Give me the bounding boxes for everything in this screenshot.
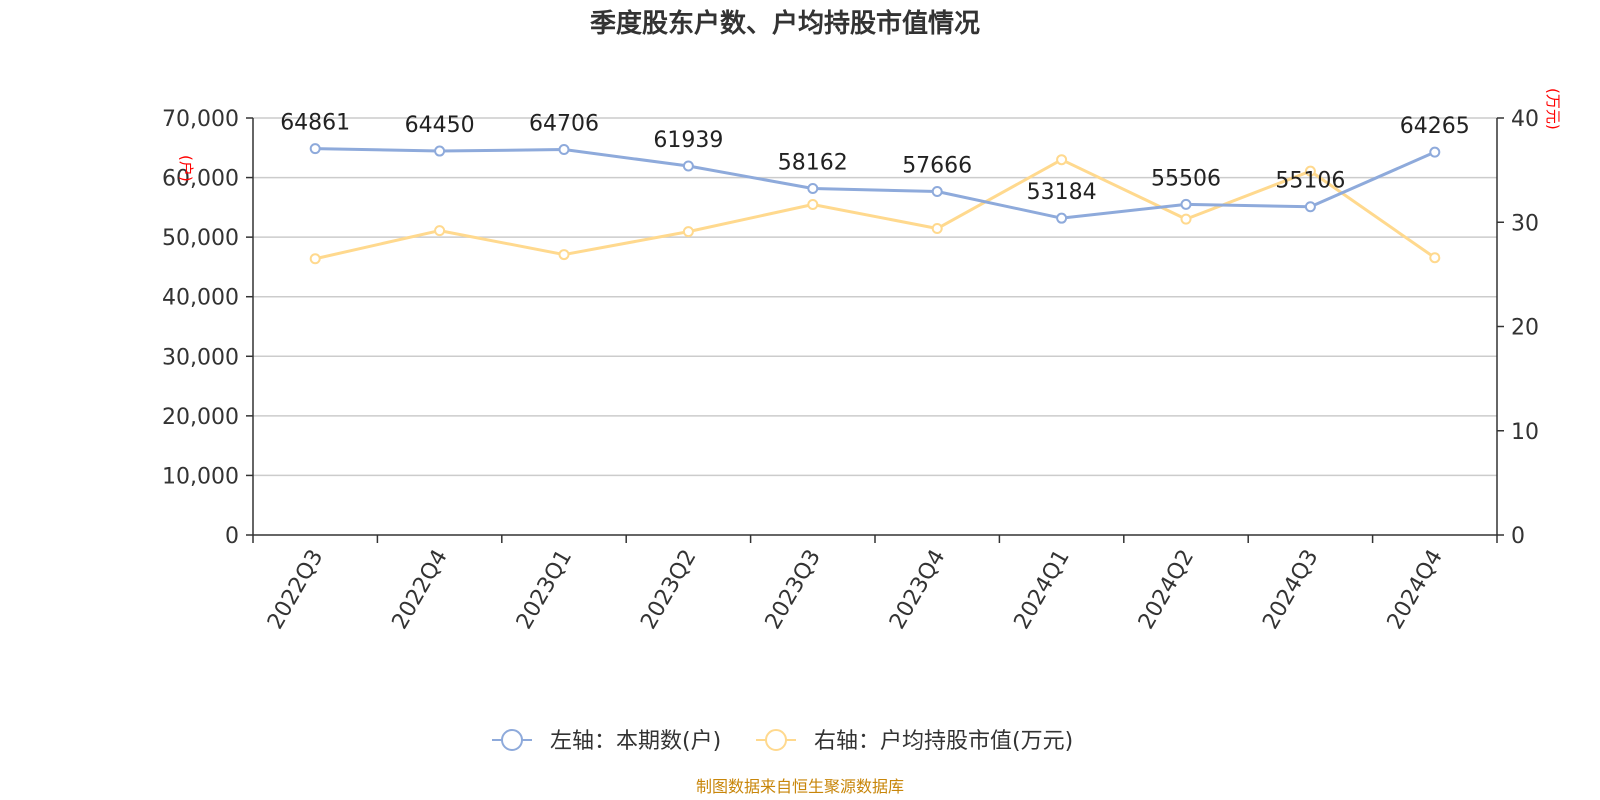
- point-avg-value[interactable]: [558, 249, 570, 261]
- data-label: 53184: [1027, 180, 1097, 205]
- data-label: 57666: [902, 153, 972, 178]
- data-label: 58162: [778, 151, 848, 176]
- left-tick-label: 40,000: [162, 286, 239, 311]
- left-tick-label: 60,000: [162, 167, 239, 192]
- legend-item-right[interactable]: 右轴：户均持股市值(万元): [756, 729, 1073, 754]
- x-tick-label: 2023Q4: [885, 545, 950, 633]
- data-label: 55106: [1275, 169, 1345, 194]
- x-tick-label: 2024Q1: [1009, 546, 1074, 634]
- x-tick-label: 2023Q3: [761, 546, 826, 634]
- grid: [253, 117, 1497, 477]
- left-tick-label: 10,000: [162, 464, 239, 489]
- left-axis-unit: (户): [177, 155, 195, 182]
- data-label: 55506: [1151, 166, 1221, 191]
- point-avg-value[interactable]: [1056, 154, 1068, 166]
- x-tick-label: 2024Q2: [1134, 546, 1199, 634]
- series-line-shareholders: [315, 147, 1436, 220]
- left-tick-label: 0: [225, 524, 239, 549]
- data-label: 64706: [529, 112, 599, 137]
- point-avg-value[interactable]: [1304, 165, 1316, 177]
- right-tick-label: 30: [1511, 211, 1539, 236]
- x-tick-label: 2024Q4: [1383, 546, 1448, 634]
- legend: 左轴：本期数(户) 右轴：户均持股市值(万元): [492, 729, 1073, 754]
- left-tick-label: 20,000: [162, 405, 239, 430]
- left-tick-label: 50,000: [162, 226, 239, 251]
- source-note: 制图数据来自恒生聚源数据库: [696, 777, 904, 796]
- data-label: 64265: [1400, 114, 1470, 139]
- right-tick-label: 0: [1511, 524, 1525, 549]
- point-shareholders[interactable]: [309, 143, 321, 155]
- series-line-avg-value: [314, 158, 1436, 261]
- point-avg-value[interactable]: [434, 225, 446, 237]
- point-shareholders[interactable]: [1056, 212, 1068, 224]
- point-shareholders[interactable]: [1304, 201, 1316, 213]
- left-tick-label: 70,000: [162, 107, 239, 132]
- point-shareholders[interactable]: [434, 145, 446, 157]
- data-label: 64861: [280, 111, 350, 136]
- legend-item-left[interactable]: 左轴：本期数(户): [492, 729, 721, 754]
- point-shareholders[interactable]: [1429, 146, 1441, 158]
- right-tick-label: 10: [1511, 420, 1539, 445]
- point-avg-value[interactable]: [931, 223, 943, 235]
- right-tick-label: 20: [1511, 316, 1539, 341]
- right-tick-label: 40: [1511, 107, 1539, 132]
- legend-marker-left: [501, 729, 523, 751]
- x-tick-label: 2023Q2: [636, 546, 701, 634]
- data-label: 61939: [653, 128, 723, 153]
- point-avg-value[interactable]: [682, 226, 694, 238]
- left-tick-label: 30,000: [162, 345, 239, 370]
- legend-label-left: 左轴：本期数(户): [550, 729, 721, 754]
- legend-marker-right: [765, 729, 787, 751]
- point-shareholders[interactable]: [1180, 198, 1192, 210]
- x-tick-label: 2022Q3: [263, 546, 328, 634]
- data-label: 64450: [405, 113, 475, 138]
- point-shareholders[interactable]: [807, 183, 819, 195]
- point-avg-value[interactable]: [309, 253, 321, 265]
- point-shareholders[interactable]: [931, 185, 943, 197]
- point-avg-value[interactable]: [1429, 252, 1441, 264]
- series: [309, 143, 1441, 265]
- data-labels: 64861 64450 64706 61939 58162 57666 53184 55506…: [280, 111, 1470, 206]
- x-tick-label: 2023Q1: [512, 546, 577, 634]
- point-shareholders[interactable]: [558, 144, 570, 156]
- x-tick-label: 2022Q4: [387, 546, 452, 634]
- chart-title: 季度股东户数、户均持股市值情况: [590, 8, 980, 39]
- point-avg-value[interactable]: [807, 199, 819, 211]
- point-shareholders[interactable]: [682, 160, 694, 172]
- point-avg-value[interactable]: [1180, 213, 1192, 225]
- right-axis-unit: (万元): [1544, 88, 1562, 130]
- legend-label-right: 右轴：户均持股市值(万元): [814, 729, 1073, 754]
- x-tick-label: 2024Q3: [1258, 546, 1323, 634]
